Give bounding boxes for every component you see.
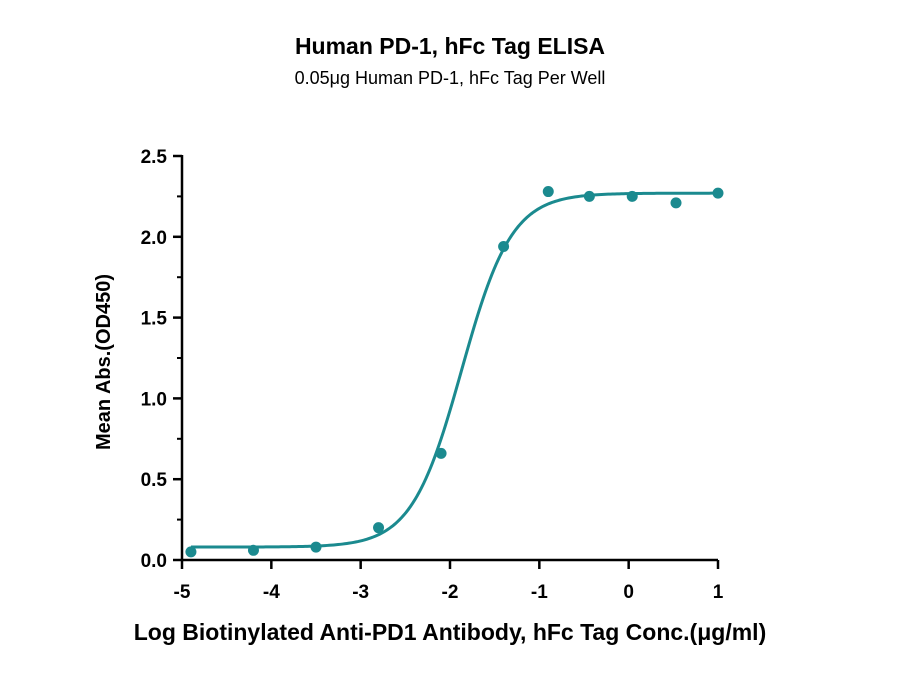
data-point — [247, 544, 259, 556]
data-point — [626, 190, 638, 202]
y-tick-label: 0.5 — [141, 470, 168, 491]
data-point — [373, 522, 385, 534]
y-tick-label: 1.5 — [141, 309, 168, 330]
data-points — [185, 186, 724, 558]
y-tick-label: 2.0 — [141, 228, 167, 249]
chart-subtitle: 0.05μg Human PD-1, hFc Tag Per Well — [295, 68, 606, 88]
x-tick-label: 0 — [623, 582, 634, 603]
y-tick-label: 0.0 — [141, 551, 167, 572]
axes: 0.0 0.5 1.0 1.5 2.0 2.5 -5 -4 -3 -2 -1 0 1 — [141, 147, 724, 603]
chart-title: Human PD-1, hFc Tag ELISA — [295, 33, 605, 59]
data-point — [670, 197, 682, 209]
x-axis-label: Log Biotinylated Anti-PD1 Antibody, hFc … — [134, 619, 766, 645]
y-tick-label: 2.5 — [141, 147, 168, 168]
data-point — [310, 541, 322, 553]
y-tick-label: 1.0 — [141, 389, 167, 410]
x-tick-label: -1 — [531, 582, 548, 603]
fit-curve — [190, 191, 718, 549]
data-point — [435, 447, 447, 459]
fit-curve-group — [190, 191, 718, 549]
x-tick-label: -5 — [174, 582, 191, 603]
x-tick-label: 1 — [713, 582, 724, 603]
data-point — [185, 546, 197, 558]
data-point — [498, 240, 510, 252]
x-tick-label: -3 — [352, 582, 369, 603]
x-tick-label: -4 — [263, 582, 280, 603]
x-tick-label: -2 — [442, 582, 459, 603]
data-point — [712, 187, 724, 199]
data-point — [542, 186, 554, 198]
data-point — [583, 190, 595, 202]
y-axis-label: Mean Abs.(OD450) — [93, 274, 115, 450]
